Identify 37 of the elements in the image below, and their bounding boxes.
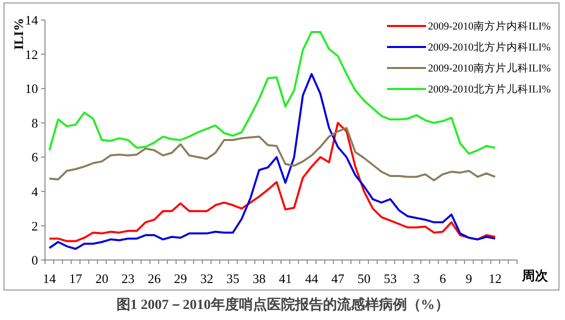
legend-label: 2009-2010南方片儿科ILI%	[428, 62, 551, 75]
x-tick-label: 12	[488, 271, 502, 286]
y-axis-title: ILI%	[11, 18, 26, 50]
x-tick-label: 47	[331, 271, 345, 286]
y-tick-label: 4	[32, 184, 38, 199]
legend-label: 2009-2010北方片儿科ILI%	[428, 82, 551, 96]
x-tick-label: 38	[252, 271, 266, 286]
x-tick-label: 20	[95, 271, 108, 286]
x-tick-label: 6	[439, 271, 446, 286]
legend-label: 2009-2010北方片内科ILI%	[428, 40, 551, 54]
y-tick-label: 10	[25, 81, 38, 96]
x-tick-label: 3	[413, 271, 420, 286]
y-tick-label: 8	[32, 115, 38, 130]
x-tick-label: 23	[122, 271, 135, 286]
x-tick-label: 29	[174, 271, 187, 286]
legend-label: 2009-2010南方片内科ILI%	[428, 20, 551, 33]
y-tick-label: 14	[25, 12, 38, 28]
x-axis-title: 周次	[521, 268, 549, 283]
x-tick-label: 53	[384, 271, 397, 286]
x-tick-label: 14	[42, 271, 56, 286]
y-tick-label: 6	[32, 150, 38, 165]
line-series	[48, 122, 496, 242]
x-tick-label: 26	[148, 271, 162, 286]
text: 图1 2007－2010年度哨点医院报告的流感样病例（%）	[116, 296, 449, 313]
x-tick-label: 32	[200, 271, 214, 286]
y-tick-label: 12	[25, 46, 38, 62]
line-series	[48, 31, 496, 155]
x-tick-label: 9	[466, 271, 472, 286]
y-tick-label: 0	[32, 252, 38, 268]
x-tick-label: 50	[358, 271, 371, 286]
line-series	[48, 127, 496, 182]
x-tick-label: 35	[226, 271, 240, 286]
y-tick-label: 2	[32, 218, 38, 234]
x-tick-label: 44	[305, 271, 319, 286]
line-series	[48, 73, 496, 250]
x-tick-label: 17	[69, 271, 83, 286]
x-tick-label: 41	[278, 271, 292, 286]
